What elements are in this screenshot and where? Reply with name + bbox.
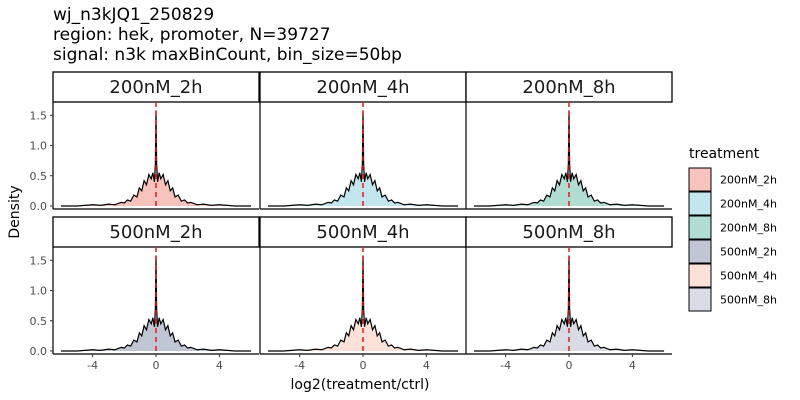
facet-strip-label: 200nM_8h [522, 77, 615, 98]
facet-panels: 200nM_2h 0.0 0.5 1.0 1.5 200nM_4h 200nM_8h 500n… [30, 71, 673, 372]
density-line [60, 255, 252, 352]
legend-item: 500nM_2h [688, 239, 777, 264]
legend-key [688, 263, 712, 288]
x-tick-label: 4 [629, 359, 636, 372]
density-line [267, 255, 459, 352]
facet-panel: 200nM_4h [259, 71, 467, 210]
legend-label: 200nM_4h [720, 198, 777, 211]
legend-label: 500nM_4h [720, 270, 777, 283]
legend-item: 200nM_8h [688, 215, 777, 240]
x-tick-label: 4 [423, 359, 430, 372]
facet-panel: 500nM_8h -4 0 4 [465, 216, 673, 372]
y-tick-label: 0.0 [30, 345, 48, 358]
legend-item: 500nM_4h [688, 263, 777, 288]
x-tick-label: 4 [216, 359, 223, 372]
density-line [267, 110, 459, 207]
y-tick-label: 0.0 [30, 200, 48, 213]
x-tick-label: 0 [153, 359, 160, 372]
legend-key [688, 191, 712, 216]
x-tick-label: -4 [294, 359, 305, 372]
facet-panel: 500nM_2h 0.0 0.5 1.0 1.5 -4 0 4 [30, 216, 260, 372]
legend-label: 200nM_8h [720, 222, 777, 235]
y-tick-label: 0.5 [30, 315, 48, 328]
title-line-1: wj_n3kJQ1_250829 [53, 5, 214, 25]
title-line-3: signal: n3k maxBinCount, bin_size=50bp [53, 45, 402, 65]
y-tick-label: 1.5 [30, 254, 48, 267]
facet-strip-label: 200nM_2h [109, 77, 202, 98]
legend-item: 200nM_2h [688, 167, 777, 192]
facet-strip [259, 71, 467, 103]
facet-strip [465, 71, 673, 103]
density-line [60, 110, 252, 207]
y-tick-label: 0.5 [30, 170, 48, 183]
facet-strip-label: 200nM_4h [316, 77, 409, 98]
legend: treatment 200nM_2h 200nM_4h 200nM_8h 500nM_… [688, 146, 777, 312]
facet-strip [52, 216, 260, 248]
facet-strip-label: 500nM_8h [522, 222, 615, 243]
legend-label: 500nM_2h [720, 246, 777, 259]
legend-item: 200nM_4h [688, 191, 777, 216]
chart-title: wj_n3kJQ1_250829 region: hek, promoter, … [53, 5, 402, 65]
x-tick-label: 0 [566, 359, 573, 372]
x-tick-label: -4 [87, 359, 98, 372]
x-tick-label: 0 [360, 359, 367, 372]
density-line [473, 255, 665, 352]
y-tick-label: 1.0 [30, 285, 48, 298]
legend-label: 500nM_8h [720, 294, 777, 307]
y-tick-label: 1.0 [30, 140, 48, 153]
legend-item: 500nM_8h [688, 287, 777, 312]
title-line-2: region: hek, promoter, N=39727 [53, 25, 331, 45]
y-tick-label: 1.5 [30, 109, 48, 122]
facet-strip [465, 216, 673, 248]
legend-key [688, 239, 712, 264]
facet-panel: 200nM_2h 0.0 0.5 1.0 1.5 [30, 71, 260, 213]
x-axis-title: log2(treatment/ctrl) [291, 377, 430, 393]
facet-panel: 500nM_4h -4 0 4 [259, 216, 467, 372]
y-axis-title: Density [7, 185, 23, 238]
facet-strip [52, 71, 260, 103]
legend-key [688, 215, 712, 240]
density-line [473, 110, 665, 207]
legend-label: 200nM_2h [720, 174, 777, 187]
legend-title: treatment [689, 146, 760, 162]
legend-key [688, 167, 712, 192]
facet-strip-label: 500nM_4h [316, 222, 409, 243]
legend-key [688, 287, 712, 312]
facet-panel: 200nM_8h [465, 71, 673, 210]
x-tick-label: -4 [500, 359, 511, 372]
facet-strip-label: 500nM_2h [109, 222, 202, 243]
